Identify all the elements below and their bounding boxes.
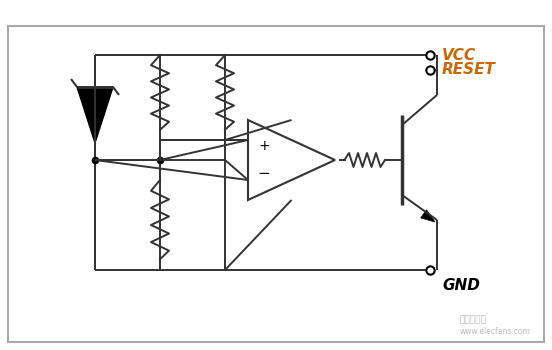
Polygon shape [421, 210, 435, 222]
Text: −: − [258, 167, 270, 182]
Text: VCC: VCC [442, 48, 476, 63]
Text: RESET: RESET [442, 63, 496, 77]
Polygon shape [248, 120, 335, 200]
Text: GND: GND [442, 278, 480, 293]
Text: +: + [258, 139, 270, 153]
FancyBboxPatch shape [8, 26, 544, 342]
Polygon shape [77, 87, 113, 143]
Text: www.elecfans.com: www.elecfans.com [460, 328, 531, 336]
Text: 电子发烧友: 电子发烧友 [460, 315, 487, 324]
